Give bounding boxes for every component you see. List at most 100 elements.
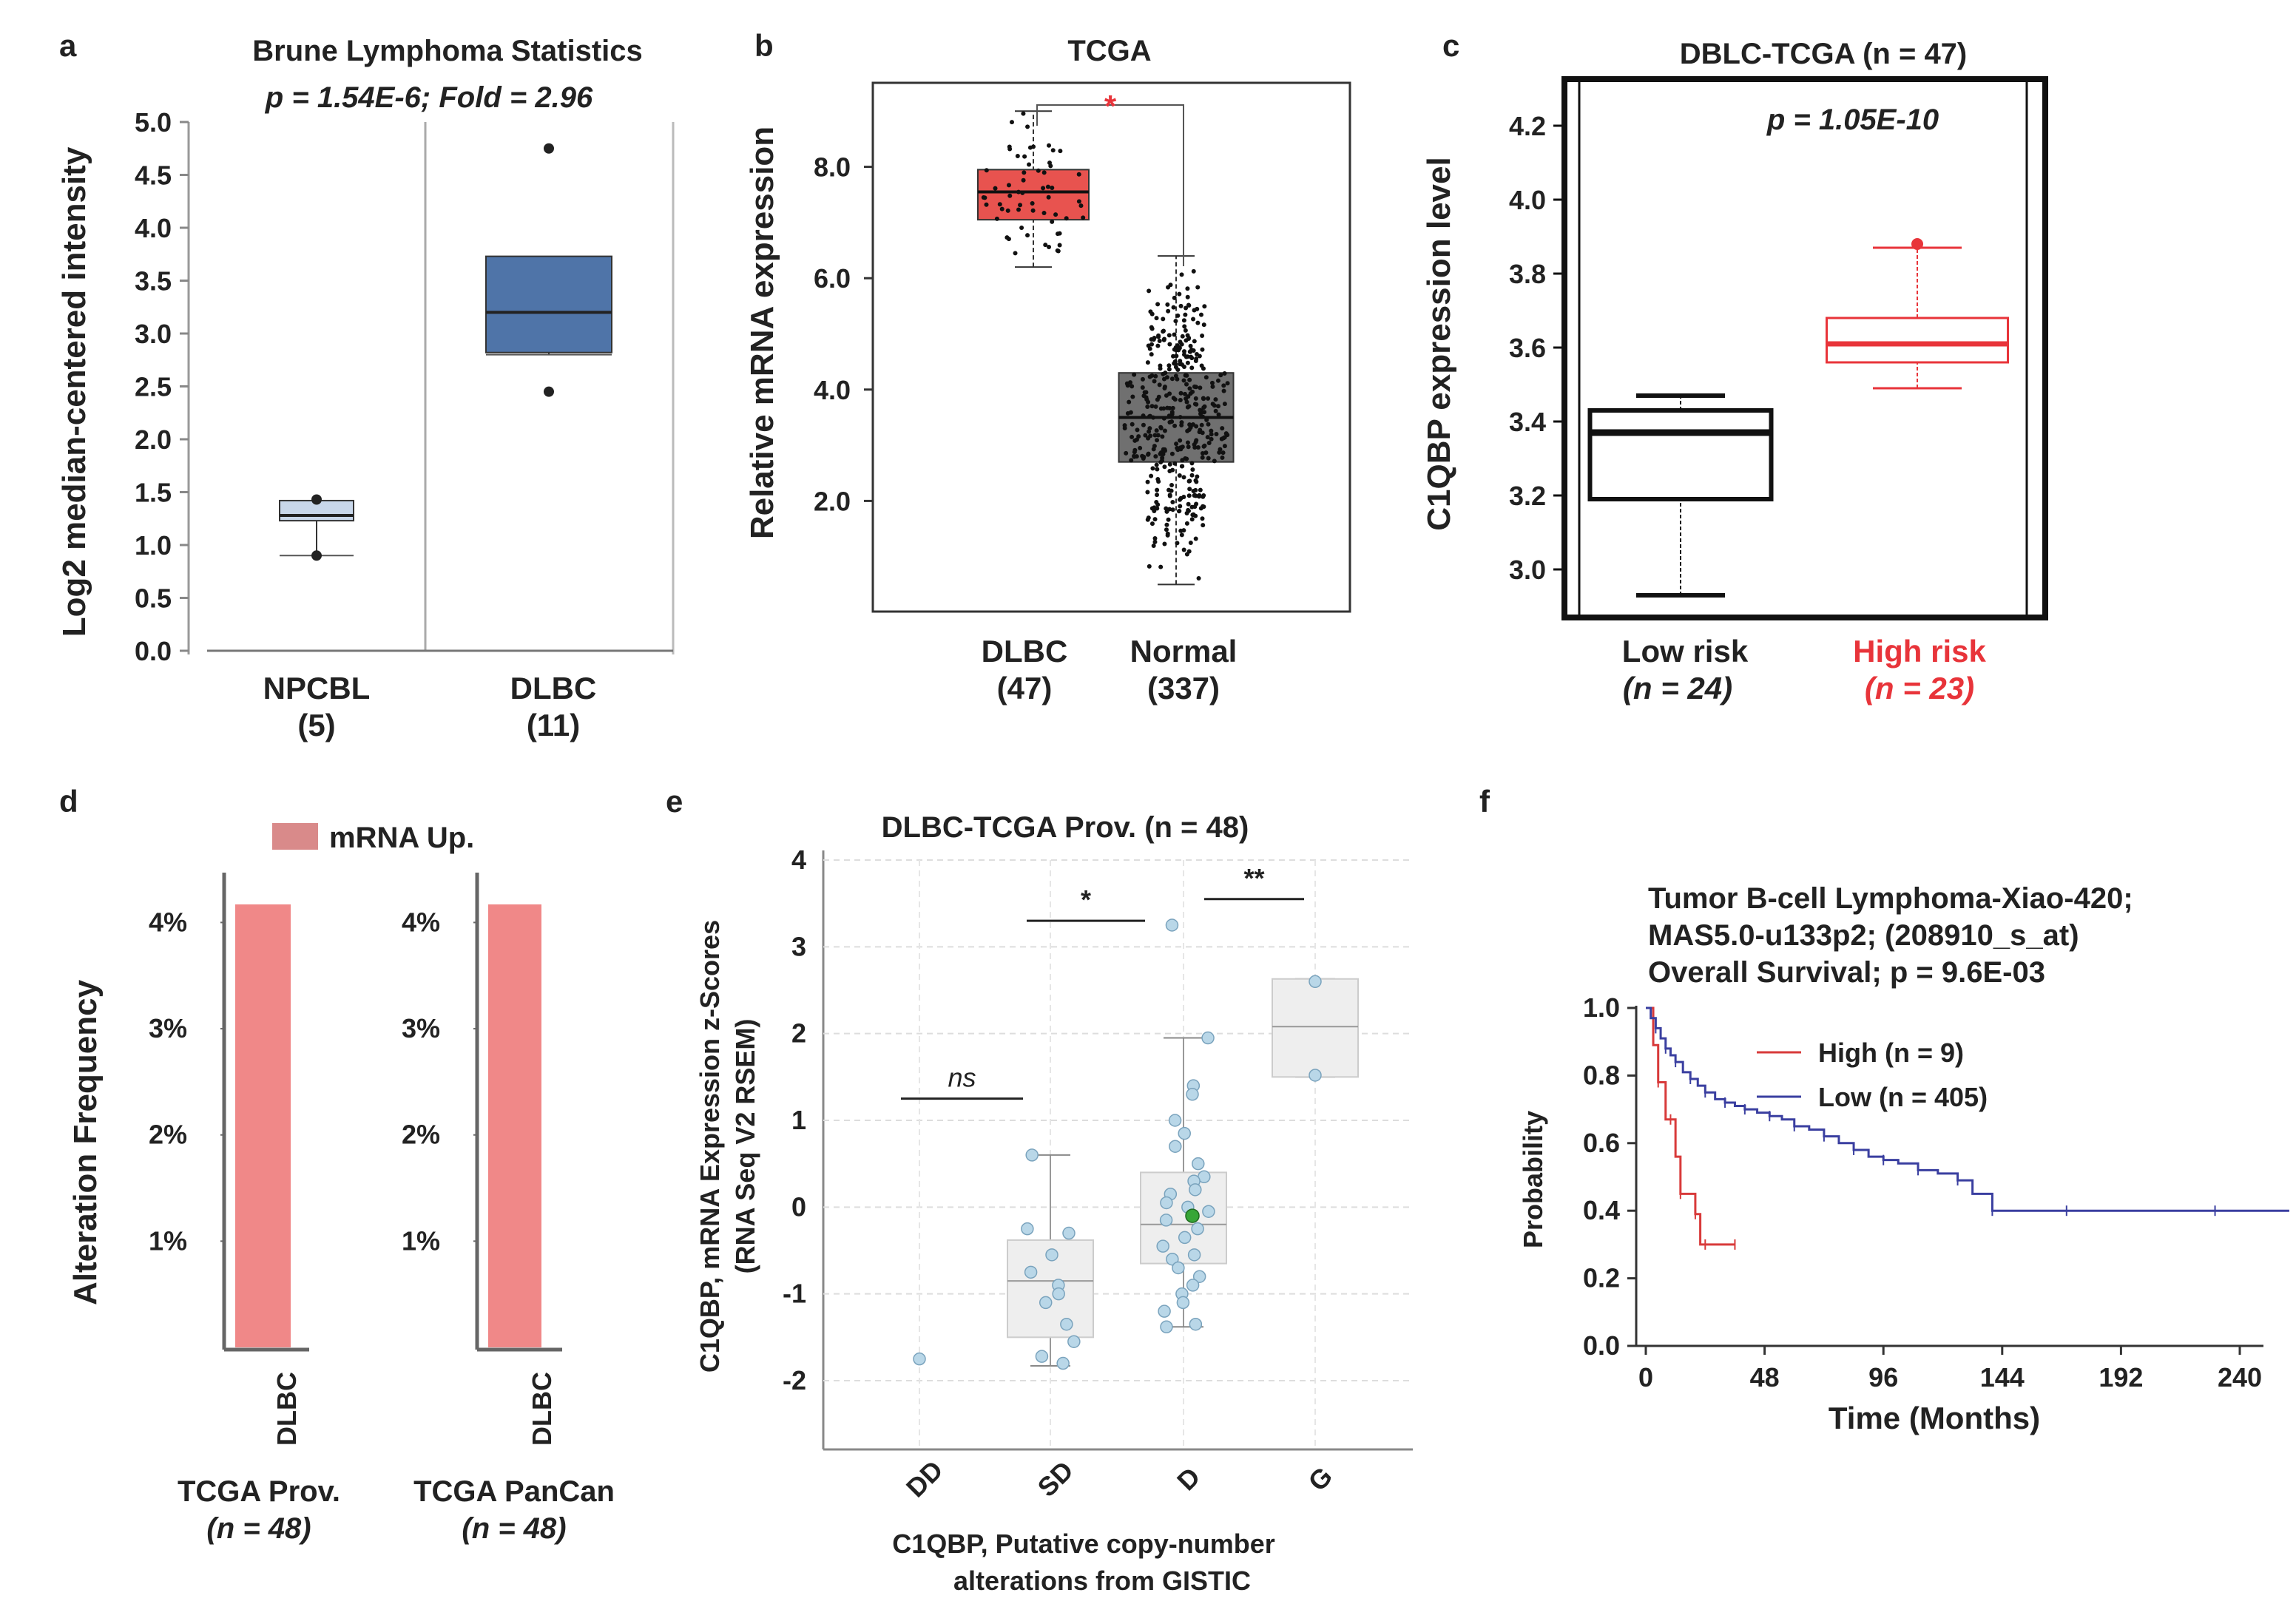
panel-e-ylabel-line1: C1QBP, mRNA Expression z-Scores [695,920,725,1373]
panel-b-point [1189,517,1195,522]
panel-b-point [1178,339,1183,345]
panel-b-point [1170,405,1175,410]
panel-a-xlabel-dlbc: DLBC [510,671,597,705]
panel-d-legend-label: mRNA Up. [329,822,474,854]
panel-b-point [1189,354,1194,359]
panel-b-point [1185,294,1190,300]
panel-b-point [1056,248,1061,254]
panel-b-point [1191,268,1196,274]
panel-b-point [1027,162,1032,167]
panel-d-ytick-label: 1% [402,1225,440,1256]
panel-e-ytick-label: 4 [791,845,806,875]
panel-e-point [1189,1317,1203,1331]
panel-f-xtick-label: 0 [1638,1362,1653,1392]
panel-b-point [1172,397,1178,402]
panel-b-point [1185,286,1190,291]
panel-a-ytick-label: 2.5 [135,372,172,402]
panel-b-point [1188,343,1193,348]
panel-b-point [1184,373,1189,378]
panel-b-point [1081,215,1086,220]
panel-c-ytick-label: 3.8 [1509,259,1546,289]
panel-b-point [1146,436,1151,441]
panel-b-point [1210,384,1215,389]
panel-b-point [1206,456,1211,461]
panel-b-point [1181,547,1186,552]
panel-b-point [1214,432,1219,437]
panel-b-point [1175,313,1181,318]
panel-b-point [1201,523,1206,528]
panel-b-point [1172,423,1178,428]
panel-b-point [1186,507,1191,512]
panel-b-point [1021,111,1026,116]
panel-b-significance-star: * [1104,89,1117,123]
panel-f-legend-low: Low (n = 405) [1818,1082,1988,1112]
panel-e-point [1309,975,1322,989]
panel-b-point [1215,378,1220,383]
panel-b-point [1160,456,1165,461]
panel-b-point [1148,309,1153,314]
panel-b-point [1174,348,1179,353]
panel-f-xtick-label: 96 [1868,1362,1898,1392]
panel-b-point [1188,425,1193,430]
panel-e-xtick-label: DD [900,1455,949,1503]
panel-b-point [1169,376,1175,382]
panel-b-point [1161,371,1166,376]
panel-b-point [1166,487,1172,493]
panel-b-point [1198,487,1203,493]
panel-b-point [1195,285,1201,290]
panel-b-point [1174,353,1179,359]
panel-b-point [1201,396,1206,402]
panel-b-point [1220,450,1226,456]
panel-b-point [1189,461,1195,466]
panel-b-point [1057,243,1062,248]
panel-b-point [1156,479,1161,484]
panel-b-point [1178,390,1184,396]
panel-b-point [1027,145,1033,150]
panel-e-ticks: -2 -1 0 1 2 3 4 DD SD D G [783,845,1413,1503]
panel-a-box [485,255,612,353]
panel-b-point [1021,177,1026,183]
panel-f-xtick-label: 144 [1980,1362,2025,1392]
panel-a-ytick-label: 0.0 [135,636,172,666]
panel-a-outlier [311,550,322,561]
panel-b-point [1130,422,1135,427]
panel-b-point [1158,459,1164,464]
panel-e-significance-label: * [1081,884,1091,915]
panel-b-title: TCGA [1067,35,1151,67]
panel-b-point [1153,454,1158,459]
panel-e-point [1025,1148,1039,1162]
panel-e-point [1169,1140,1182,1153]
panel-b-point [1146,452,1151,457]
panel-a-ticks: 0.0 0.5 1.0 1.5 2.0 2.5 3.0 3.5 4.0 4.5 5.0 [135,107,189,666]
panel-b-point [1185,360,1190,365]
panel-b-point [1225,381,1230,386]
panel-b-point [1200,347,1205,352]
panel-b-point [1201,493,1206,498]
panel-e-point [1156,1239,1169,1253]
panel-b-point [1155,433,1161,438]
panel-b-point [1190,512,1195,518]
panel-b-point [1132,372,1137,377]
panel-d-ytick-label: 3% [402,1013,440,1043]
panel-b-point [1156,394,1161,399]
panel-b-n-normal: (337) [1147,671,1220,705]
panel-b-point [1155,343,1161,348]
panel-b-point [1172,359,1178,364]
panel-b-point [1152,379,1157,384]
panel-b-point [999,206,1004,211]
panel-b-point [1141,422,1146,427]
panel-f-title-line2: MAS5.0-u133p2; (208910_s_at) [1648,919,2079,952]
panel-c-box [1826,317,2009,364]
panel-b-point [1043,243,1048,248]
panel-e-ytick-label: 0 [791,1191,806,1222]
panel-e-point [1039,1296,1053,1310]
panel-b-point [1155,302,1161,307]
panel-b-point [1212,403,1217,408]
panel-b-point [1156,334,1161,339]
panel-b-point [1046,194,1051,200]
panel-b-point [1145,360,1150,365]
panel-f-title-line1: Tumor B-cell Lymphoma-Xiao-420; [1648,882,2133,915]
panel-e-ytick-label: 3 [791,931,806,961]
panel-b-point [1212,458,1217,464]
panel-b-ytick-label: 2.0 [814,486,851,516]
